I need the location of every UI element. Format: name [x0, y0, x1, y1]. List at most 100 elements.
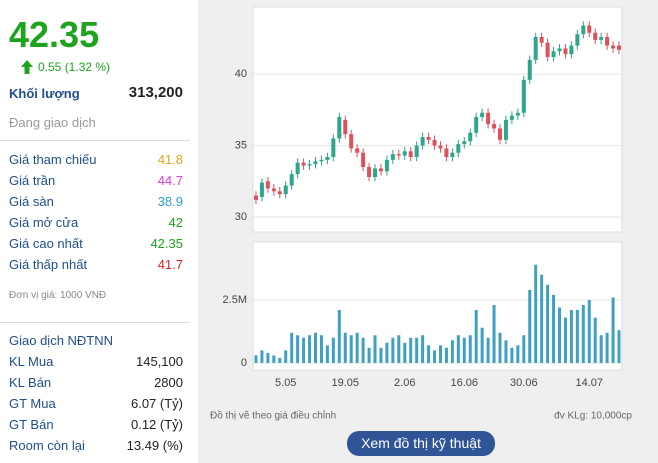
candle-body: [474, 117, 479, 133]
candle-body: [599, 37, 604, 40]
volume-bar: [254, 355, 258, 363]
y-tick-label: 35: [235, 139, 247, 151]
volume-bar: [504, 340, 508, 363]
volume-bar: [528, 289, 532, 363]
candle-body: [378, 168, 383, 172]
volume-bar: [599, 335, 603, 363]
candle-body: [462, 141, 467, 145]
candle-body: [581, 25, 586, 35]
volume-bar: [337, 310, 341, 363]
volume-bar: [534, 264, 538, 363]
volume-bar: [510, 347, 514, 363]
volume-bar: [296, 335, 300, 363]
candle-body: [515, 112, 520, 116]
volume-bar: [409, 337, 413, 363]
volume-bar: [605, 332, 609, 363]
candle-body: [265, 181, 270, 189]
volume-bar: [325, 345, 329, 363]
candle-body: [271, 188, 276, 192]
price-change: 0.55 (1.32 %): [38, 60, 111, 74]
volume-bar: [427, 345, 431, 363]
volume-bar: [438, 345, 442, 363]
candle-body: [301, 162, 306, 166]
candle-body: [533, 37, 538, 60]
volume-bar: [290, 332, 294, 363]
note-volume-unit: đv KLg: 10,000cp: [554, 411, 632, 422]
x-tick-label: 16.06: [451, 377, 479, 389]
candle-body: [563, 48, 568, 55]
x-tick-label: 14.07: [576, 377, 604, 389]
candle-body: [450, 152, 455, 157]
price-label: Giá sàn: [9, 194, 54, 209]
volume-bar: [343, 332, 347, 363]
volume-bar: [391, 337, 395, 363]
up-arrow: [21, 60, 33, 74]
candle-body: [408, 151, 413, 157]
volume-bar: [563, 317, 567, 363]
candle-body: [402, 151, 407, 156]
price-value: 44.7: [157, 173, 183, 188]
candle-body: [545, 42, 550, 57]
status: Đang giao dịch: [9, 115, 96, 130]
volume-bar: [486, 337, 490, 363]
x-tick-label: 5.05: [275, 377, 296, 389]
price-label: Giá mở cửa: [9, 215, 79, 230]
volume-bar: [546, 284, 550, 363]
x-tick-label: 2.06: [394, 377, 415, 389]
candle-body: [373, 168, 378, 177]
volume-bar: [313, 332, 317, 363]
volume-bar: [540, 274, 544, 363]
candle-body: [593, 32, 598, 40]
candle-body: [527, 59, 532, 80]
candle-body: [575, 34, 580, 46]
candle-body: [283, 185, 288, 195]
candle-body: [468, 132, 473, 142]
candle-body: [337, 117, 342, 139]
candle-body: [295, 162, 300, 175]
volume-bar: [575, 310, 579, 363]
volume-bar: [284, 350, 288, 363]
candle-body: [361, 152, 366, 167]
volume-bar: [492, 304, 496, 363]
candle-body: [384, 159, 389, 172]
candle-body: [611, 45, 616, 49]
volume-bar: [468, 335, 472, 363]
candle-body: [509, 115, 514, 120]
volume-bar: [558, 307, 562, 363]
foreign-label: GT Mua: [9, 396, 56, 411]
volume: 313,200: [128, 84, 183, 101]
candle-body: [438, 145, 443, 149]
volume-bar: [260, 350, 264, 363]
volume-bar: [266, 352, 270, 363]
volume-bar: [308, 335, 312, 363]
y-tick-label: 2.5M: [223, 294, 247, 306]
price-label: Giá cao nhất: [9, 236, 83, 251]
foreign-value: 0.12 (Tỷ): [130, 417, 183, 432]
x-tick-label: 19.05: [331, 377, 359, 389]
price-label: Giá thấp nhất: [9, 257, 88, 272]
price-value: 42.35: [150, 236, 183, 251]
candle-body: [253, 195, 258, 200]
price-value: 41.8: [157, 152, 183, 167]
volume-bar: [349, 335, 353, 363]
technical-chart-button[interactable]: Xem đồ thị kỹ thuật: [347, 431, 495, 456]
candle-body: [587, 25, 592, 33]
volume-bar: [397, 335, 401, 363]
volume-bar: [361, 337, 365, 363]
candle-body: [396, 154, 401, 156]
volume-bar: [385, 342, 389, 363]
volume-bar: [433, 350, 437, 363]
volume-bar: [444, 347, 448, 363]
price-value: 42: [168, 215, 183, 230]
y-tick-label: 30: [235, 211, 247, 223]
candle-body: [355, 148, 360, 153]
candle-body: [289, 174, 294, 186]
candle-body: [480, 112, 485, 117]
volume-bar: [552, 294, 556, 363]
candle-body: [444, 148, 449, 157]
x-tick-label: 30.06: [510, 377, 538, 389]
candle-body: [605, 37, 610, 46]
volume-bar: [278, 357, 282, 363]
